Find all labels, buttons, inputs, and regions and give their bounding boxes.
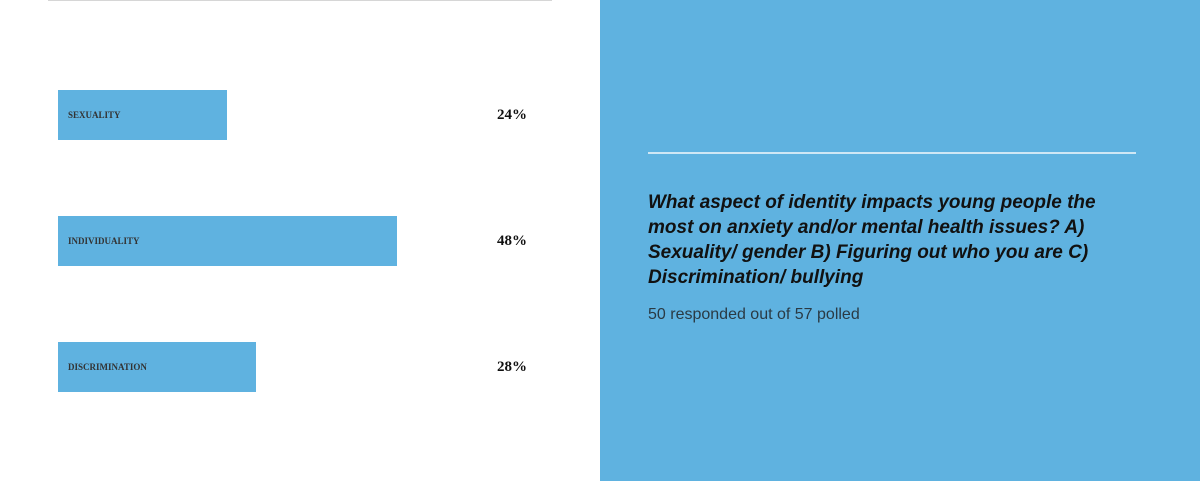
bar: [58, 90, 228, 140]
divider: [648, 152, 1136, 154]
divider: [48, 0, 552, 1]
category-label: SEXUALITY: [68, 110, 121, 120]
category-label: DISCRIMINATION: [68, 362, 147, 372]
bar: [58, 342, 256, 392]
response-count: 50 responded out of 57 polled: [648, 306, 860, 323]
value-label: 24%: [497, 107, 527, 123]
category-label: INDIVIDUALITY: [68, 236, 140, 246]
value-label: 48%: [497, 233, 527, 249]
value-label: 28%: [497, 359, 527, 375]
question: What aspect of identity impacts young pe…: [648, 192, 1096, 288]
bar: [58, 216, 397, 266]
info-panel: What aspect of identity impacts young pe…: [600, 0, 1200, 481]
